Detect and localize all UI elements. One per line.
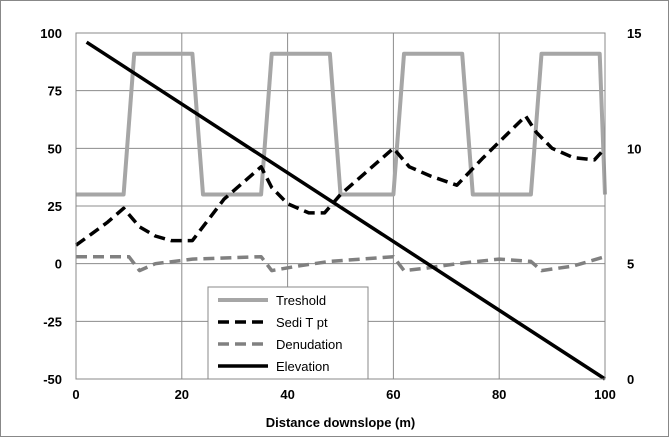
legend-label: Treshold xyxy=(276,293,326,308)
legend-label: Denudation xyxy=(276,337,343,352)
series-layer xyxy=(74,40,607,381)
x-tick-label: 80 xyxy=(492,387,506,402)
y-left-tick-label: 100 xyxy=(40,26,62,41)
y-right-tick-label: 5 xyxy=(627,257,634,272)
y-left-tick-label: -25 xyxy=(43,314,62,329)
y-right-tick-label: 10 xyxy=(627,141,641,156)
legend-label: Elevation xyxy=(276,359,329,374)
legend: Treshold Sedi T pt Denudation Elevation xyxy=(207,286,369,380)
x-tick-label: 0 xyxy=(72,387,79,402)
x-tick-label: 40 xyxy=(280,387,294,402)
series-line-elevation xyxy=(85,40,606,381)
legend-label: Sedi T pt xyxy=(276,315,328,330)
y-left-tick-label: -50 xyxy=(43,372,62,387)
series-line-treshold xyxy=(76,51,607,197)
y-left-tick-label: 75 xyxy=(48,84,62,99)
y-right-tick-label: 0 xyxy=(627,372,634,387)
x-axis-title: Distance downslope (m) xyxy=(266,415,416,430)
series-line-sedi-t-pt xyxy=(74,114,607,247)
x-tick-label: 20 xyxy=(175,387,189,402)
x-tick-label: 60 xyxy=(386,387,400,402)
y-right-tick-label: 15 xyxy=(627,26,641,41)
series-line-denudation xyxy=(76,254,606,273)
y-left-tick-label: 25 xyxy=(48,199,62,214)
y-left-tick-label: 50 xyxy=(48,141,62,156)
x-tick-label: 100 xyxy=(594,387,616,402)
y-left-tick-label: 0 xyxy=(55,257,62,272)
legend-box xyxy=(207,286,369,380)
